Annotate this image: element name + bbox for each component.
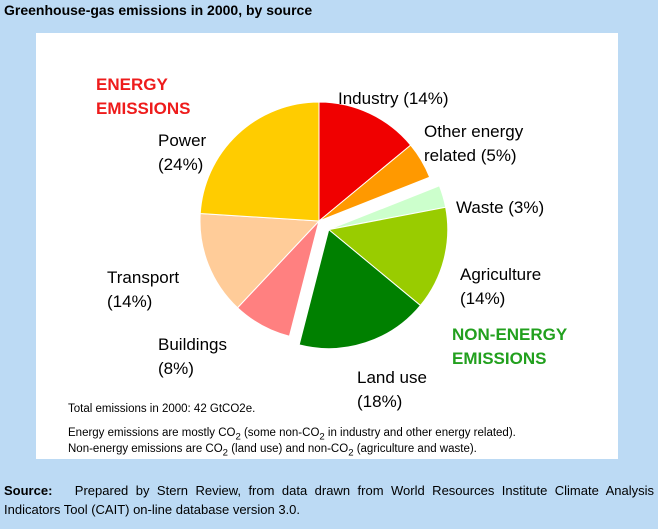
label-other-energy-line1: Other energy — [424, 122, 524, 141]
label-waste-line1: Waste (3%) — [456, 198, 545, 217]
label-power: Power (24%) — [158, 129, 206, 177]
label-land-use-line2: (18%) — [357, 392, 403, 411]
note-energy-sub2: 2 — [319, 431, 325, 443]
label-land-use-line1: Land use — [357, 368, 427, 387]
label-other-energy-line2: related (5%) — [424, 146, 517, 165]
label-transport-line2: (14%) — [107, 292, 153, 311]
energy-group-line1: ENERGY — [96, 75, 168, 94]
pie-slice-power — [199, 101, 320, 222]
label-other-energy: Other energy related (5%) — [424, 120, 523, 168]
label-waste: Waste (3%) — [456, 196, 544, 220]
note-energy-post1: (some non-CO — [240, 427, 320, 439]
energy-group-label: ENERGY EMISSIONS — [96, 73, 190, 121]
note-total: Total emissions in 2000: 42 GtCO2e. — [68, 403, 256, 415]
note-nonenergy-sub1: 2 — [222, 447, 228, 459]
pie-slice-transport — [199, 212, 321, 309]
note-energy: Energy emissions are mostly CO2 (some no… — [68, 427, 516, 442]
pie-slice-other-energy-related — [318, 144, 431, 222]
source-text: Prepared by Stern Review, from data draw… — [4, 483, 654, 517]
nonenergy-group-line2: EMISSIONS — [452, 349, 547, 368]
source-note: Source: Prepared by Stern Review, from d… — [4, 481, 654, 519]
note-nonenergy-sub2: 2 — [348, 447, 354, 459]
label-buildings-line1: Buildings — [158, 335, 227, 354]
note-nonenergy-post: (agriculture and waste). — [353, 443, 477, 455]
label-transport: Transport (14%) — [107, 266, 179, 314]
label-land-use: Land use (18%) — [357, 366, 427, 414]
label-power-line2: (24%) — [158, 155, 204, 174]
pie-chart — [199, 101, 449, 350]
label-agriculture: Agriculture (14%) — [460, 263, 541, 311]
pie-slice-land-use — [298, 228, 422, 350]
pie-slice-industry — [318, 101, 412, 223]
pie-slice-agriculture — [327, 206, 449, 307]
nonenergy-group-line1: NON-ENERGY — [452, 325, 568, 344]
energy-group-line2: EMISSIONS — [96, 99, 191, 118]
label-agriculture-line1: Agriculture — [460, 265, 542, 284]
label-transport-line1: Transport — [107, 268, 180, 287]
label-power-line1: Power — [158, 131, 207, 150]
label-agriculture-line2: (14%) — [460, 289, 506, 308]
label-industry: Industry (14%) — [338, 87, 449, 111]
note-nonenergy-pre: Non-energy emissions are CO — [68, 443, 223, 455]
note-energy-sub1: 2 — [235, 431, 241, 443]
note-nonenergy: Non-energy emissions are CO2 (land use) … — [68, 443, 477, 458]
note-energy-pre: Energy emissions are mostly CO — [68, 427, 236, 439]
note-energy-post2: in industry and other energy related). — [324, 427, 516, 439]
label-industry-line1: Industry (14%) — [338, 89, 449, 108]
source-label: Source: — [4, 483, 53, 498]
nonenergy-group-label: NON-ENERGY EMISSIONS — [452, 323, 567, 371]
chart-panel: ENERGY EMISSIONS NON-ENERGY EMISSIONS In… — [36, 33, 618, 459]
label-buildings: Buildings (8%) — [158, 333, 227, 381]
page-title: Greenhouse-gas emissions in 2000, by sou… — [4, 2, 313, 18]
note-nonenergy-mid: (land use) and non-CO — [228, 443, 349, 455]
label-buildings-line2: (8%) — [158, 359, 194, 378]
